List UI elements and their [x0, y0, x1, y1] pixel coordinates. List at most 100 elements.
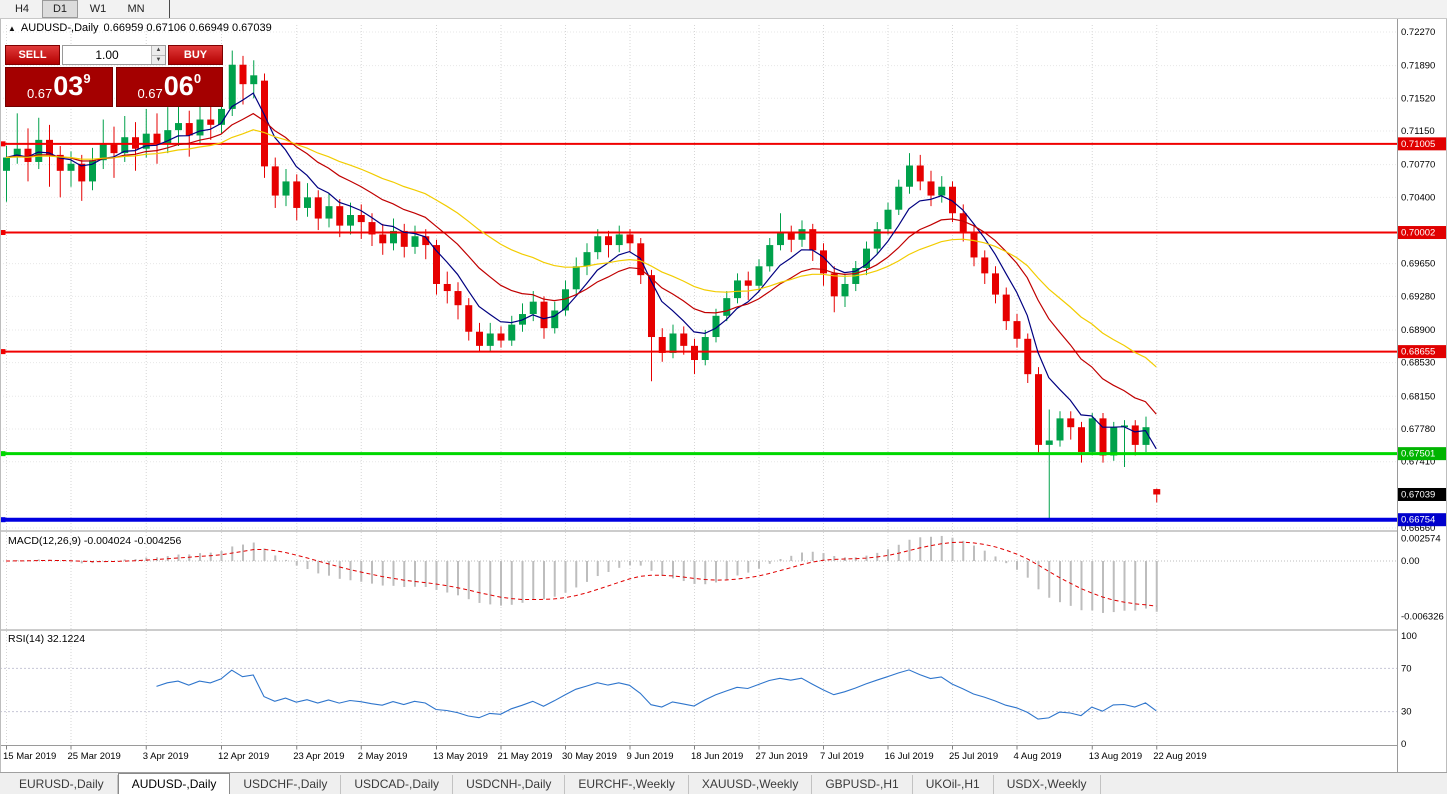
candle-up	[250, 60, 258, 99]
chart-tab-ukoil-h1[interactable]: UKOil-,H1	[913, 775, 994, 794]
candle-body	[13, 148, 21, 158]
timeframe-button-h4[interactable]: H4	[4, 0, 40, 18]
candle-body	[379, 234, 387, 244]
rsi-axis-label: 70	[1401, 663, 1412, 674]
volume-decrease-button[interactable]: ▼	[152, 54, 165, 64]
sell-button[interactable]: SELL	[5, 45, 60, 65]
candle-down	[1153, 488, 1161, 503]
chart-tab-usdcnh-daily[interactable]: USDCNH-,Daily	[453, 775, 566, 794]
date-axis-label: 15 Mar 2019	[3, 751, 56, 762]
candle-down	[787, 225, 795, 253]
candle-body	[755, 266, 763, 286]
candle-body	[551, 310, 559, 329]
candle-body	[422, 236, 430, 246]
volume-increase-button[interactable]: ▲	[152, 46, 165, 55]
date-axis-label: 21 May 2019	[498, 751, 553, 762]
date-axis-label: 12 Apr 2019	[218, 751, 269, 762]
candle-body	[250, 75, 258, 85]
one-click-toggle-icon[interactable]: ▲	[8, 23, 16, 33]
candle-body	[1078, 427, 1085, 452]
candle-body	[1110, 427, 1118, 456]
line-anchor-handle[interactable]	[0, 451, 6, 457]
candle-body	[56, 154, 64, 171]
chart-tab-audusd-daily[interactable]: AUDUSD-,Daily	[117, 773, 231, 794]
candle-body	[949, 186, 956, 214]
candle-down	[400, 223, 408, 258]
timeframe-button-d1[interactable]: D1	[42, 0, 78, 18]
candle-body	[99, 144, 107, 161]
price-tag-value: 0.67501	[1401, 449, 1435, 460]
candle-body	[465, 305, 473, 332]
buy-price-prefix: 0.67	[137, 86, 163, 101]
candle-body	[820, 250, 827, 274]
candle-down	[1013, 314, 1021, 348]
price-axis-tick-label: 0.69650	[1401, 259, 1435, 270]
candle-body	[67, 163, 75, 171]
candle-body	[572, 266, 580, 290]
candle-up	[701, 329, 709, 366]
candle-body	[809, 229, 817, 251]
candle-body	[1045, 440, 1053, 445]
candle-up	[884, 202, 892, 235]
candle-body	[691, 345, 698, 361]
candle-body	[347, 215, 354, 226]
line-anchor-handle[interactable]	[0, 230, 6, 236]
candle-down	[368, 213, 376, 246]
candle-body	[304, 197, 311, 208]
candle-up	[594, 229, 602, 260]
candle-down	[691, 338, 698, 375]
candle-body	[368, 222, 376, 235]
candle-up	[734, 273, 741, 304]
chart-tab-usdchf-daily[interactable]: USDCHF-,Daily	[230, 775, 342, 794]
chart-tab-eurchf-weekly[interactable]: EURCHF-,Weekly	[565, 775, 689, 794]
date-axis-label: 9 Jun 2019	[627, 751, 674, 762]
chart-tab-usdcad-daily[interactable]: USDCAD-,Daily	[341, 775, 454, 794]
candle-body	[712, 315, 720, 338]
candle-body	[486, 333, 494, 346]
candle-body	[78, 163, 86, 182]
date-axis-label: 4 Aug 2019	[1014, 751, 1062, 762]
chart-tab-xauusd-weekly[interactable]: XAUUSD-,Weekly	[689, 775, 813, 794]
buy-button[interactable]: BUY	[168, 45, 223, 65]
candle-up	[89, 147, 96, 191]
candle-up	[562, 280, 569, 316]
candle-up	[304, 183, 311, 217]
candle-up	[1142, 416, 1150, 452]
candle-body	[24, 148, 32, 162]
line-anchor-handle[interactable]	[0, 349, 6, 355]
price-tag: 0.66754	[1398, 513, 1446, 527]
candle-up	[1045, 409, 1053, 519]
date-axis-label: 25 Jul 2019	[949, 751, 998, 762]
candle-down	[336, 199, 344, 238]
timeframe-toolbar: H4 D1 W1 MN	[0, 0, 1447, 19]
candle-up	[938, 176, 946, 203]
candle-down	[78, 154, 86, 201]
candle-body	[175, 123, 182, 131]
date-axis-label: 13 Aug 2019	[1089, 751, 1142, 762]
candle-body	[927, 181, 935, 196]
chart-tab-gbpusd-h1[interactable]: GBPUSD-,H1	[812, 775, 913, 794]
price-axis-tick-label: 0.72270	[1401, 27, 1435, 38]
candle-down	[981, 250, 989, 284]
volume-field[interactable]: 1.00 ▲ ▼	[62, 45, 166, 65]
candle-body	[454, 291, 462, 306]
macd-axis-label: 0.00	[1401, 556, 1420, 567]
date-axis-label: 13 May 2019	[433, 751, 488, 762]
price-tag: 0.67501	[1398, 447, 1446, 461]
buy-price-display[interactable]: 0.67 06 0	[115, 67, 223, 107]
candle-up	[572, 257, 580, 295]
candle-body	[863, 248, 870, 269]
chart-tab-eurusd-daily[interactable]: EURUSD-,Daily	[6, 775, 118, 794]
sell-price-display[interactable]: 0.67 03 9	[5, 67, 113, 107]
candle-down	[110, 126, 118, 178]
candle-body	[680, 333, 688, 346]
chart-tab-usdx-weekly[interactable]: USDX-,Weekly	[994, 775, 1101, 794]
timeframe-button-w1[interactable]: W1	[80, 0, 116, 18]
candle-down	[454, 282, 462, 320]
line-anchor-handle[interactable]	[0, 141, 6, 147]
timeframe-button-mn[interactable]: MN	[118, 0, 154, 18]
price-axis-tick-label: 0.71150	[1401, 126, 1435, 137]
line-anchor-handle[interactable]	[0, 517, 6, 523]
